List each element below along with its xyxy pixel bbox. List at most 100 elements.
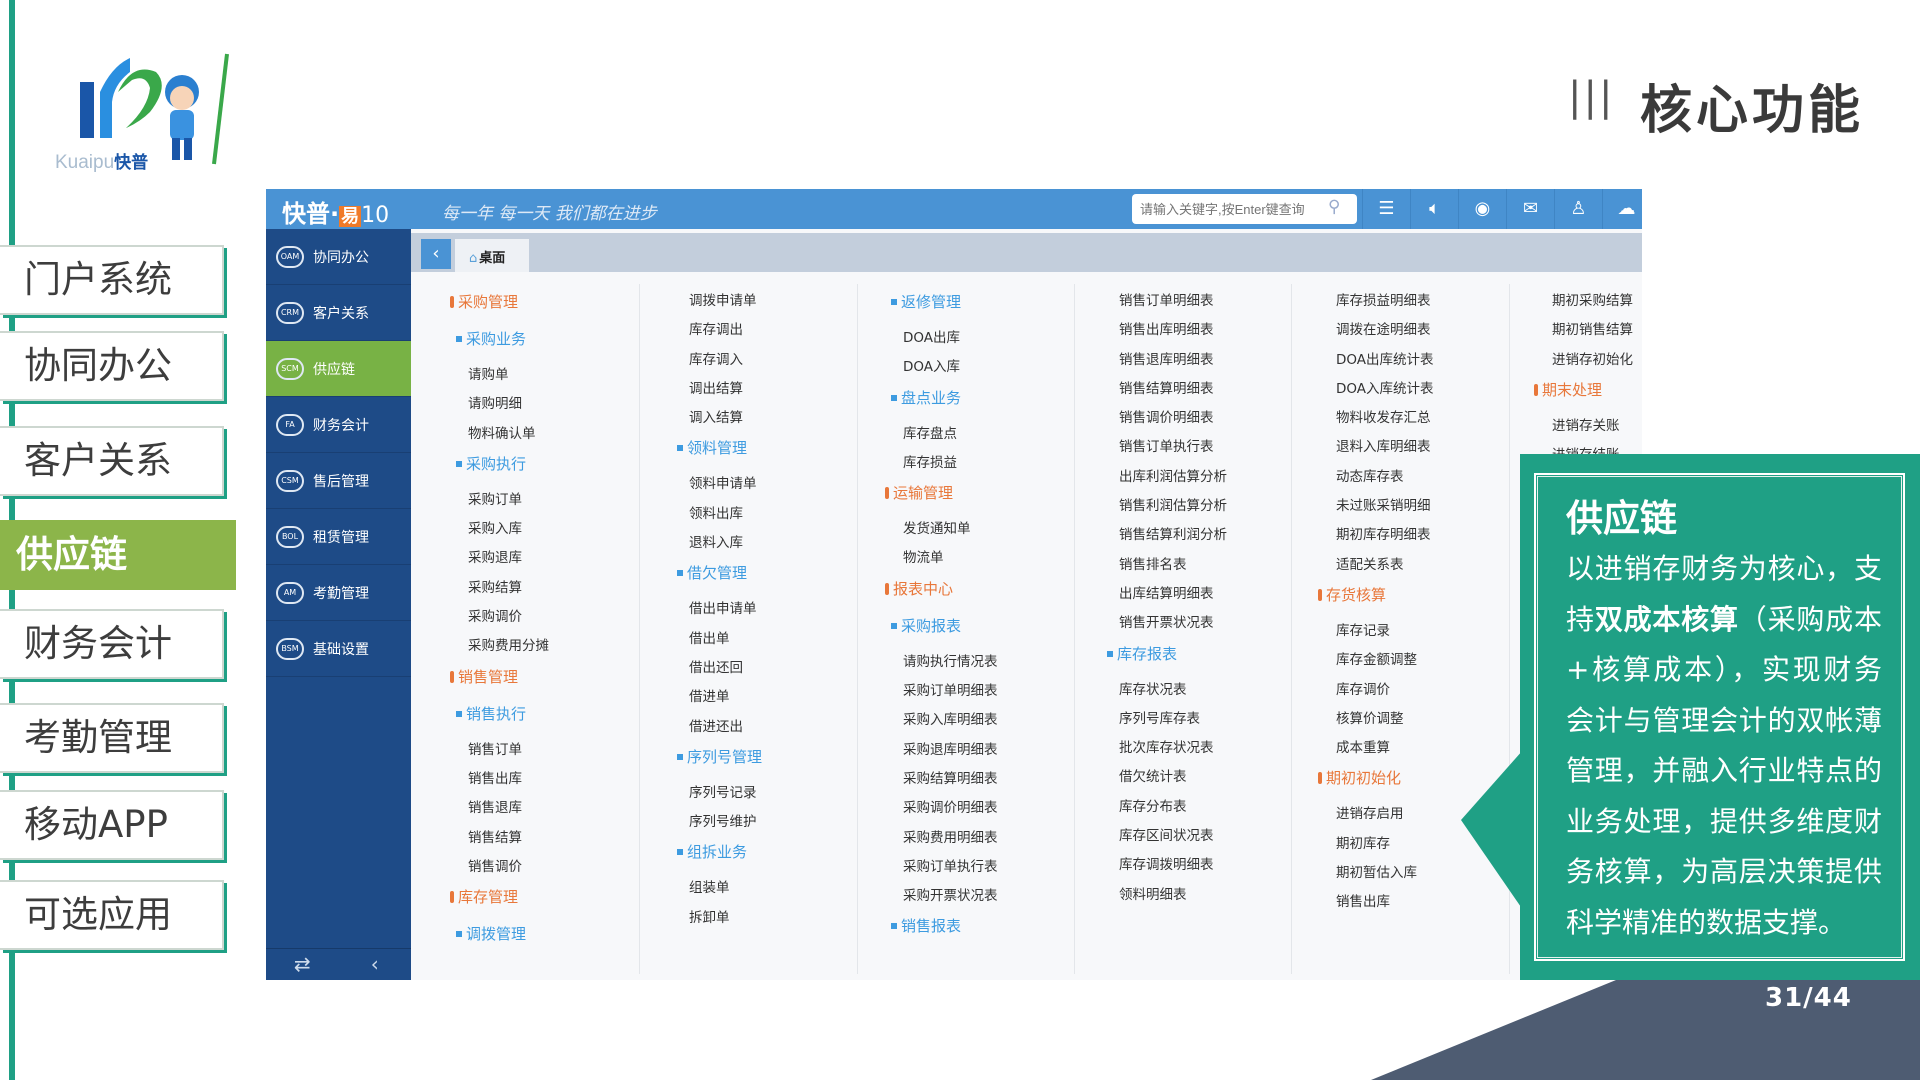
menu-subsection[interactable]: 序列号管理	[677, 742, 762, 779]
app-sidebar-item[interactable]: CRM 客户关系	[266, 285, 411, 341]
menu-item[interactable]: 发货通知单	[903, 521, 971, 538]
menu-item[interactable]: 期初采购结算	[1552, 293, 1633, 309]
menu-item[interactable]: 借出申请单	[689, 601, 757, 618]
nav-collab-office[interactable]: 协同办公	[0, 331, 224, 401]
menu-item[interactable]: 请购明细	[468, 396, 522, 413]
menu-item[interactable]: 销售结算	[468, 829, 522, 846]
menu-item[interactable]: 领料申请单	[689, 476, 757, 493]
nav-portal[interactable]: 门户系统	[0, 245, 224, 315]
menu-item[interactable]: 销售开票状况表	[1119, 615, 1214, 632]
menu-section[interactable]: 销售管理	[450, 662, 549, 699]
menu-item[interactable]: 进销存关账	[1552, 417, 1620, 434]
app-sidebar-item[interactable]: OAM 协同办公	[266, 229, 411, 285]
menu-item[interactable]: 库存调出	[689, 322, 743, 339]
menu-item[interactable]: 领料出库	[689, 505, 743, 522]
menu-item[interactable]: 销售退库	[468, 800, 522, 817]
tab-desktop[interactable]: ⌂ 桌面	[455, 239, 529, 272]
menu-item[interactable]: 序列号维护	[689, 814, 757, 831]
menu-item[interactable]: 库存状况表	[1119, 681, 1187, 698]
menu-item[interactable]: 借出还回	[689, 659, 743, 676]
menu-item[interactable]: 采购订单明细表	[903, 683, 998, 700]
menu-item[interactable]: 采购调价明细表	[903, 800, 998, 817]
menu-item[interactable]: 进销存启用	[1336, 806, 1404, 823]
mail-icon[interactable]: ✉	[1506, 189, 1554, 229]
menu-item[interactable]: 库存调入	[689, 351, 743, 368]
menu-item[interactable]: DOA入库统计表	[1336, 380, 1434, 397]
menu-item[interactable]: 期初库存	[1336, 835, 1390, 852]
search-icon[interactable]: ⚲	[1328, 197, 1341, 217]
menu-item[interactable]: 采购调价	[468, 609, 522, 626]
menu-item[interactable]: DOA出库统计表	[1336, 351, 1434, 368]
menu-item[interactable]: 销售结算明细表	[1119, 380, 1214, 397]
menu-section[interactable]: 期末处理	[1534, 375, 1633, 412]
menu-item[interactable]: 销售订单明细表	[1119, 293, 1214, 309]
menu-section[interactable]: 采购管理	[450, 287, 549, 324]
menu-item[interactable]: 采购入库	[468, 521, 522, 538]
menu-item[interactable]: 拆卸单	[689, 909, 730, 926]
menu-subsection[interactable]: 组拆业务	[677, 837, 762, 874]
menu-item[interactable]: 库存损益明细表	[1336, 293, 1431, 309]
menu-item[interactable]: 销售出库	[1336, 894, 1390, 911]
menu-section[interactable]: 库存管理	[450, 882, 549, 919]
menu-item[interactable]: 请购单	[468, 367, 509, 383]
nav-crm[interactable]: 客户关系	[0, 426, 224, 496]
menu-item[interactable]: 调拨在途明细表	[1336, 322, 1431, 339]
menu-item[interactable]: 库存调价	[1336, 681, 1390, 698]
menu-item[interactable]: 出库利润估算分析	[1119, 468, 1227, 485]
menu-item[interactable]: 退料入库明细表	[1336, 439, 1431, 456]
menu-subsection[interactable]: 采购执行	[456, 449, 549, 486]
nav-supply-chain[interactable]: 供应链	[0, 520, 236, 590]
menu-item[interactable]: 物料收发存汇总	[1336, 410, 1431, 427]
menu-item[interactable]: 采购入库明细表	[903, 712, 998, 729]
cloud-icon[interactable]: ☁	[1602, 189, 1642, 229]
menu-item[interactable]: 物料确认单	[468, 425, 536, 442]
menu-item[interactable]: 采购开票状况表	[903, 888, 998, 905]
menu-item[interactable]: 未过账采销明细	[1336, 498, 1431, 515]
menu-item[interactable]: 期初库存明细表	[1336, 527, 1431, 544]
list-icon[interactable]: ☰	[1362, 189, 1410, 229]
menu-item[interactable]: 物流单	[903, 550, 944, 567]
menu-subsection[interactable]: 返修管理	[891, 287, 998, 324]
menu-subsection[interactable]: 销售报表	[891, 911, 998, 948]
menu-item[interactable]: 领料明细表	[1119, 886, 1187, 903]
nav-optional-apps[interactable]: 可选应用	[0, 880, 224, 950]
menu-item[interactable]: 进销存初始化	[1552, 351, 1633, 368]
app-sidebar-item[interactable]: SCM 供应链	[266, 341, 411, 397]
menu-item[interactable]: 库存调拨明细表	[1119, 857, 1214, 874]
menu-section[interactable]: 运输管理	[885, 478, 998, 515]
menu-item[interactable]: 采购订单执行表	[903, 858, 998, 875]
speaker-icon[interactable]: 🔈︎	[1410, 189, 1458, 229]
collapse-icon[interactable]: ‹	[370, 952, 379, 976]
menu-item[interactable]: 采购费用明细表	[903, 829, 998, 846]
menu-item[interactable]: 销售退库明细表	[1119, 351, 1214, 368]
menu-item[interactable]: 采购费用分摊	[468, 638, 549, 655]
user-icon[interactable]: ♙	[1554, 189, 1602, 229]
nav-attendance[interactable]: 考勤管理	[0, 703, 224, 773]
menu-item[interactable]: 请购执行情况表	[903, 653, 998, 670]
menu-item[interactable]: 退料入库	[689, 535, 743, 552]
menu-item[interactable]: 借进单	[689, 689, 730, 706]
menu-item[interactable]: 库存盘点	[903, 425, 957, 442]
app-sidebar-item[interactable]: BOL 租赁管理	[266, 509, 411, 565]
menu-subsection[interactable]: 借欠管理	[677, 558, 762, 595]
menu-subsection[interactable]: 领料管理	[677, 433, 762, 470]
menu-item[interactable]: 批次库存状况表	[1119, 740, 1214, 757]
menu-item[interactable]: 序列号库存表	[1119, 710, 1200, 727]
menu-item[interactable]: 借进还出	[689, 718, 743, 735]
menu-item[interactable]: 销售调价	[468, 858, 522, 875]
menu-subsection[interactable]: 库存报表	[1107, 639, 1227, 676]
menu-item[interactable]: 库存区间状况表	[1119, 828, 1214, 845]
menu-item[interactable]: 库存分布表	[1119, 798, 1187, 815]
menu-subsection[interactable]: 销售执行	[456, 699, 549, 736]
menu-item[interactable]: 序列号记录	[689, 784, 757, 801]
menu-item[interactable]: DOA入库	[903, 359, 961, 376]
nav-mobile-app[interactable]: 移动APP	[0, 790, 224, 860]
menu-item[interactable]: 销售排名表	[1119, 556, 1187, 573]
menu-item[interactable]: 销售订单	[468, 741, 522, 758]
menu-subsection[interactable]: 盘点业务	[891, 383, 998, 420]
app-sidebar-item[interactable]: CSM 售后管理	[266, 453, 411, 509]
app-sidebar-item[interactable]: BSM 基础设置	[266, 621, 411, 677]
search-input[interactable]	[1132, 194, 1357, 224]
menu-item[interactable]: 销售调价明细表	[1119, 410, 1214, 427]
menu-item[interactable]: 采购结算明细表	[903, 770, 998, 787]
